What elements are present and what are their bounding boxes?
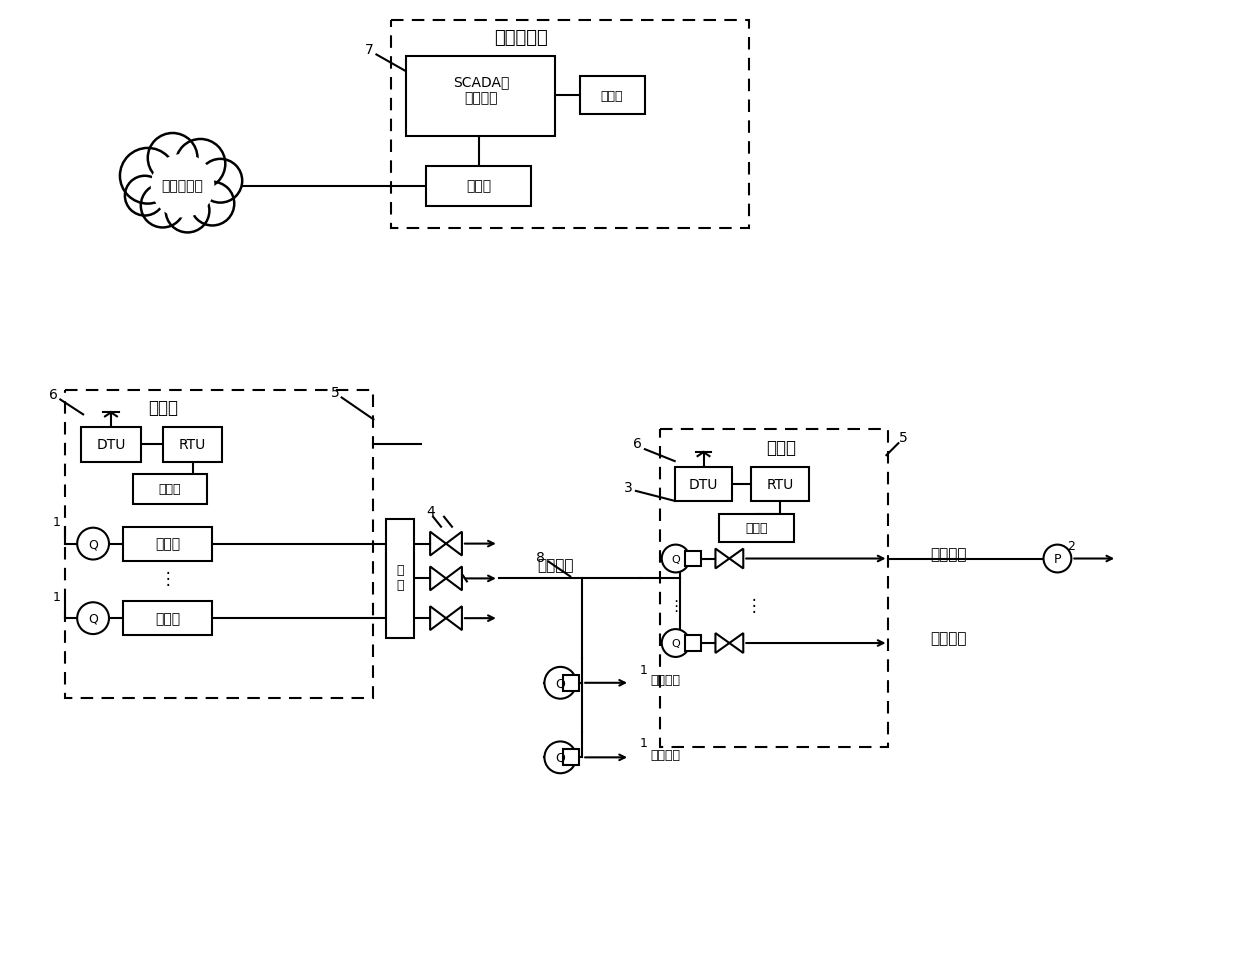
- Text: 配水间: 配水间: [766, 438, 796, 456]
- Circle shape: [662, 629, 689, 658]
- Text: 6: 6: [634, 436, 642, 451]
- Text: ⋮: ⋮: [746, 597, 763, 615]
- Text: 7: 7: [365, 44, 373, 57]
- Bar: [387, 519, 414, 639]
- Circle shape: [544, 667, 577, 699]
- Text: 路由器: 路由器: [466, 179, 491, 193]
- Text: 移动数据网: 移动数据网: [161, 179, 203, 193]
- Bar: [563, 750, 579, 765]
- Bar: [392, 21, 749, 230]
- Text: 3: 3: [624, 480, 632, 495]
- Circle shape: [198, 160, 242, 203]
- Bar: [407, 57, 556, 137]
- Text: 5: 5: [331, 386, 340, 400]
- Text: Q: Q: [88, 612, 98, 625]
- Bar: [123, 527, 212, 561]
- Circle shape: [662, 545, 689, 573]
- Bar: [427, 167, 531, 207]
- Bar: [684, 636, 701, 651]
- Text: 注水干线: 注水干线: [537, 558, 574, 573]
- Bar: [123, 601, 212, 636]
- Text: 监视器: 监视器: [745, 521, 768, 535]
- Text: Q: Q: [556, 751, 565, 764]
- Text: 单井管线: 单井管线: [930, 631, 966, 646]
- Text: 6: 6: [48, 388, 58, 402]
- Text: ⋮: ⋮: [668, 598, 683, 613]
- Text: 4: 4: [427, 504, 435, 518]
- Bar: [580, 77, 645, 115]
- Text: 至配水间: 至配水间: [651, 674, 681, 686]
- Text: 1: 1: [640, 736, 647, 749]
- Bar: [675, 468, 733, 501]
- Circle shape: [544, 741, 577, 774]
- Circle shape: [120, 149, 176, 204]
- Circle shape: [151, 154, 215, 218]
- Text: 2: 2: [1068, 539, 1075, 553]
- Text: Q: Q: [556, 677, 565, 690]
- Bar: [684, 551, 701, 567]
- Circle shape: [77, 602, 109, 635]
- Text: 采油管理区: 采油管理区: [494, 29, 547, 47]
- Circle shape: [148, 133, 197, 184]
- Bar: [81, 428, 141, 462]
- Text: 监视器: 监视器: [159, 483, 181, 496]
- Circle shape: [77, 528, 109, 560]
- Bar: [133, 475, 207, 504]
- Text: 注水泵: 注水泵: [155, 537, 180, 551]
- Text: P: P: [1054, 553, 1061, 565]
- Text: RTU: RTU: [766, 477, 794, 492]
- Bar: [660, 430, 888, 747]
- Text: 注水泵: 注水泵: [155, 612, 180, 625]
- Text: 1: 1: [52, 590, 61, 603]
- Text: Q: Q: [88, 537, 98, 551]
- Text: SCADA系
统服务器: SCADA系 统服务器: [453, 75, 508, 105]
- Circle shape: [145, 149, 221, 224]
- Bar: [719, 515, 794, 542]
- Text: 汇
管: 汇 管: [397, 564, 404, 592]
- Bar: [563, 675, 579, 691]
- Text: 监视器: 监视器: [601, 90, 624, 103]
- Text: 1: 1: [52, 516, 61, 529]
- Circle shape: [125, 176, 165, 216]
- Circle shape: [176, 140, 226, 190]
- Text: 单井管线: 单井管线: [930, 546, 966, 561]
- Text: ⋮: ⋮: [159, 570, 176, 588]
- Bar: [751, 468, 808, 501]
- Circle shape: [166, 190, 210, 233]
- Text: DTU: DTU: [97, 437, 125, 452]
- Bar: [66, 390, 373, 698]
- Text: 8: 8: [536, 550, 544, 564]
- Circle shape: [1044, 545, 1071, 573]
- Text: Q: Q: [671, 554, 680, 564]
- Text: RTU: RTU: [179, 437, 206, 452]
- Text: 5: 5: [899, 431, 908, 445]
- Text: 1: 1: [640, 663, 647, 677]
- Circle shape: [191, 183, 234, 226]
- Text: DTU: DTU: [689, 477, 718, 492]
- Text: Q: Q: [671, 639, 680, 648]
- Text: 注水站: 注水站: [148, 399, 177, 417]
- Text: 至配水间: 至配水间: [651, 748, 681, 761]
- Bar: [162, 428, 222, 462]
- Circle shape: [141, 185, 185, 228]
